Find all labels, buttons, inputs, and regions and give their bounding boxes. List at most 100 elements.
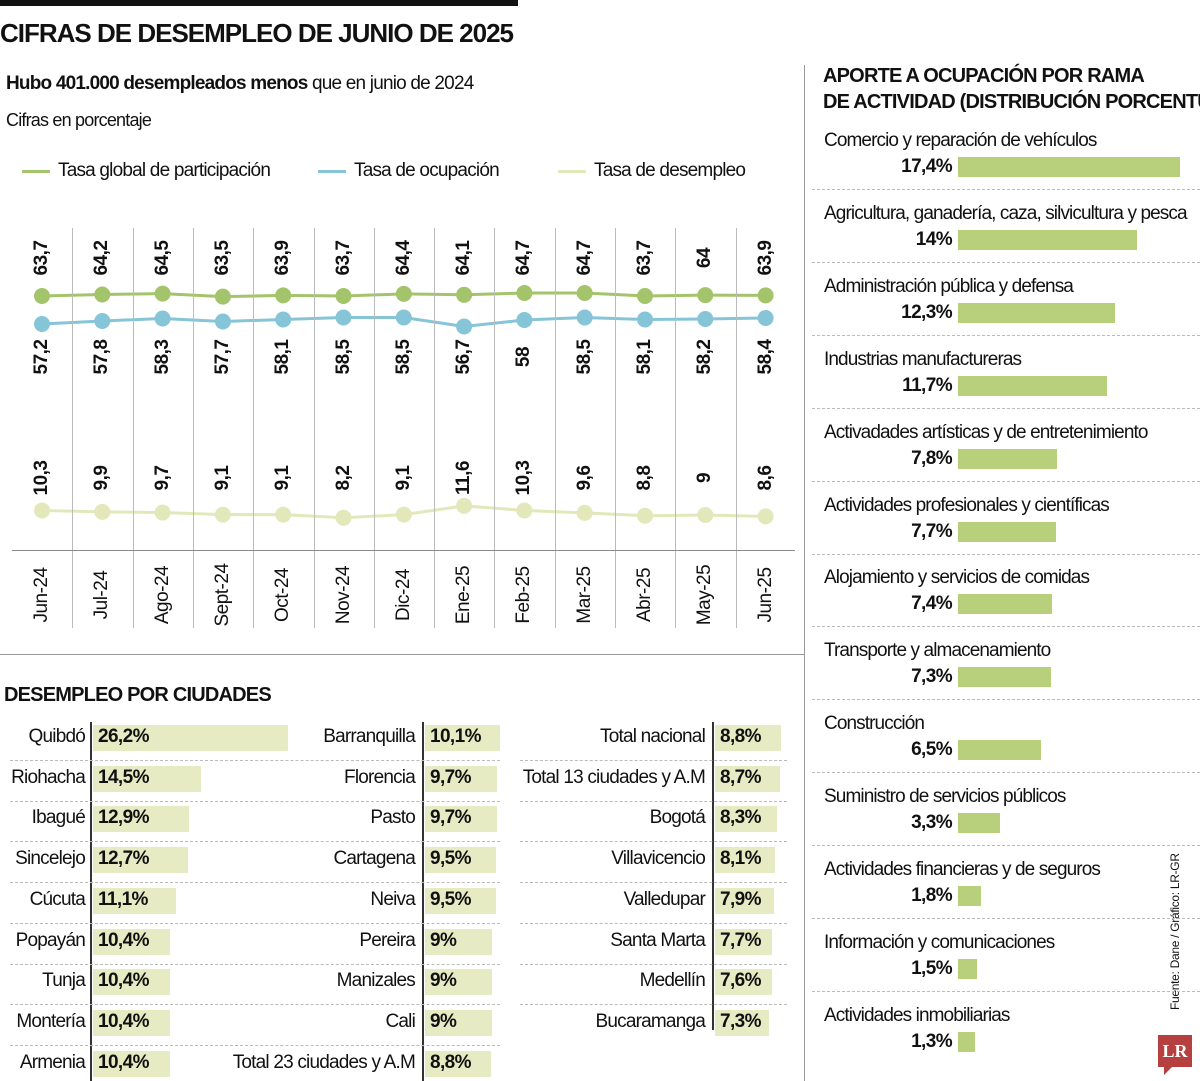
- data-point: [395, 285, 412, 302]
- city-value: 10,1%: [430, 726, 481, 747]
- data-label: 64,7: [573, 240, 595, 276]
- city-name: Manizales: [336, 970, 416, 992]
- city-value: 10,4%: [98, 929, 149, 951]
- city-bar: [93, 847, 188, 874]
- city-value: 7,9%: [720, 888, 762, 910]
- cities-title: DESEMPLEO POR CIUDADES: [4, 684, 272, 706]
- subtitle: Hubo 401.000 desempleados menos que en j…: [6, 73, 474, 95]
- city-value: 8,8%: [430, 1051, 472, 1073]
- sector-value: 11,7%: [902, 374, 952, 396]
- sector-bar: [958, 667, 1052, 688]
- sector-value: 6,5%: [911, 739, 953, 761]
- data-point: [94, 313, 111, 329]
- source-note: Fuente: Dane / Gráfico: LR-GR: [1168, 853, 1182, 1010]
- data-point: [94, 286, 111, 303]
- sector-bar: [958, 886, 981, 906]
- sector-bar: [958, 448, 1058, 469]
- data-label: 57,2: [31, 339, 52, 375]
- city-bar: [425, 928, 493, 955]
- city-bar: [715, 887, 774, 914]
- row-separator: [812, 553, 1200, 555]
- data-point: [516, 312, 533, 328]
- subtitle-rest: que en junio de 2024: [307, 73, 474, 94]
- sector-value: 1,3%: [911, 1030, 953, 1052]
- row-separator: [10, 760, 243, 761]
- data-point: [637, 311, 653, 328]
- data-point: [576, 309, 593, 326]
- sector-value: 3,3%: [911, 812, 953, 834]
- city-value: 8,8%: [720, 726, 762, 747]
- lr-logo: LR: [1158, 1035, 1192, 1075]
- column-divider: [422, 722, 424, 1081]
- data-point: [516, 285, 533, 301]
- data-point: [154, 310, 171, 327]
- data-label: 9,1: [272, 465, 294, 491]
- x-tick-label: Dic-24: [392, 569, 414, 621]
- city-value: 9,5%: [430, 848, 472, 870]
- city-name: Bogotá: [649, 807, 706, 829]
- city-name: Medellín: [639, 970, 706, 992]
- data-point: [757, 287, 774, 304]
- city-value: 26,2%: [98, 726, 149, 747]
- divider: [0, 654, 805, 655]
- city-bar: [425, 1050, 491, 1077]
- x-tick-label: Jul-24: [91, 570, 113, 620]
- city-name: Villavicencio: [611, 848, 706, 870]
- row-separator: [10, 841, 243, 843]
- sectors-title-2: DE ACTIVIDAD (DISTRIBUCIÓN PORCENTUAL): [823, 91, 1200, 113]
- row-separator: [10, 922, 243, 924]
- city-bar: [425, 806, 498, 833]
- subtitle-bold: Hubo 401.000 desempleados menos: [6, 73, 308, 94]
- city-name: Total nacional: [600, 726, 706, 747]
- row-separator: [812, 480, 1200, 482]
- gridline: [253, 228, 255, 628]
- city-bar: [715, 806, 777, 833]
- legend-swatch: [318, 169, 346, 173]
- data-point: [637, 507, 653, 524]
- row-separator: [230, 760, 500, 761]
- line-chart-svg: [34, 285, 774, 526]
- city-bar: [715, 928, 773, 955]
- city-bar: [715, 765, 780, 792]
- data-label: 63,7: [31, 240, 52, 276]
- row-separator: [812, 334, 1200, 336]
- row-separator: [10, 800, 243, 802]
- sector-name: Suministro de servicios públicos: [824, 786, 1066, 808]
- row-separator: [10, 1004, 243, 1006]
- data-label: 64,4: [392, 240, 414, 276]
- sector-bar: [958, 740, 1041, 761]
- city-bar: [93, 969, 171, 996]
- data-label: 64: [694, 247, 716, 269]
- city-bar: [715, 725, 781, 751]
- data-point: [34, 316, 50, 332]
- sector-name: Activadades artísticas y de entretenimie…: [824, 421, 1148, 443]
- data-point: [576, 285, 593, 301]
- row-separator: [520, 922, 787, 924]
- city-value: 9%: [430, 970, 457, 992]
- city-bar: [93, 1009, 171, 1036]
- data-label: 63,9: [754, 240, 776, 276]
- city-value: 10,4%: [98, 970, 149, 992]
- data-label: 57,7: [211, 339, 233, 375]
- top-rule: [0, 0, 518, 6]
- sector-bar: [958, 521, 1057, 542]
- sector-bar: [958, 302, 1115, 323]
- gridline: [434, 228, 436, 628]
- row-separator: [230, 841, 500, 843]
- city-bar: [425, 887, 496, 914]
- row-separator: [812, 772, 1200, 774]
- city-name: Valledupar: [623, 888, 706, 910]
- axis-line: [12, 550, 795, 551]
- data-label: 64,2: [91, 240, 113, 276]
- city-name: Neiva: [370, 888, 415, 910]
- city-name: Cali: [385, 1010, 415, 1032]
- sector-bar: [958, 157, 1180, 177]
- legend-participacion: Tasa global de participación: [22, 160, 271, 182]
- city-value: 8,3%: [720, 807, 762, 829]
- city-name: Pasto: [370, 807, 415, 829]
- data-label: 64,5: [151, 240, 173, 276]
- row-separator: [10, 963, 243, 965]
- city-name: Cúcuta: [29, 888, 86, 910]
- data-label: 11,6: [453, 461, 475, 495]
- data-point: [697, 287, 714, 304]
